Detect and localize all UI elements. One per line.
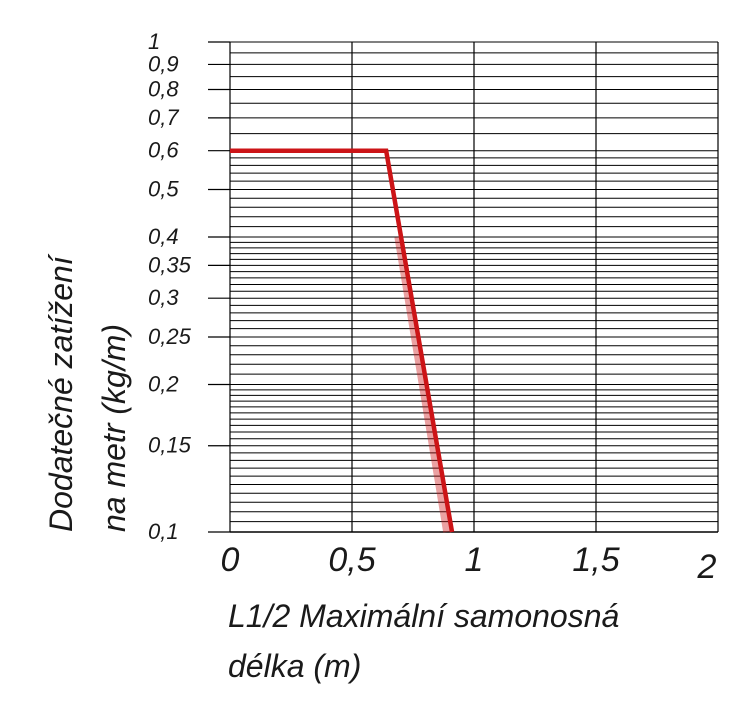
y-tick-label: 0,5 xyxy=(148,177,179,202)
series-line xyxy=(230,148,455,533)
y-tick-label: 0,7 xyxy=(148,105,179,130)
x-tick-labels: 0 0,5 1 1,5 2 xyxy=(221,541,717,586)
y-tick-marks xyxy=(208,41,230,533)
y-tick-label: 0,1 xyxy=(148,519,179,544)
y-tick-label: 0,15 xyxy=(148,433,192,458)
x-tick-label: 2 xyxy=(697,548,717,586)
y-tick-label: 0,9 xyxy=(148,51,179,76)
x-tick-label: 1 xyxy=(465,541,484,579)
y-tick-label: 0,2 xyxy=(148,371,179,396)
y-tick-label: 0,35 xyxy=(148,252,192,277)
y-tick-label: 0,25 xyxy=(148,324,192,349)
grid-lines xyxy=(229,41,719,533)
y-axis-title-line-2: na metr (kg/m) xyxy=(96,324,132,532)
x-tick-label: 1,5 xyxy=(572,541,619,579)
data-series xyxy=(230,148,455,533)
series-shadow xyxy=(394,236,452,533)
x-tick-label: 0,5 xyxy=(328,541,375,579)
y-tick-label: 0,3 xyxy=(148,285,179,310)
y-tick-label: 0,4 xyxy=(148,224,179,249)
x-tick-label: 0 xyxy=(221,541,240,579)
x-axis-title-line-2: délka (m) xyxy=(228,648,361,684)
y-tick-labels: 10,90,8 0,7 0,6 0,5 0,4 0,35 0,3 0,25 0,2 0,15 0,1 xyxy=(148,29,192,544)
y-tick-label: 0,8 xyxy=(148,76,179,101)
x-axis-title-line-1: L1/2 Maximální samonosná xyxy=(228,598,619,634)
y-axis-title-line-1: Dodatečné zatížení xyxy=(43,253,79,532)
y-tick-label: 0,6 xyxy=(148,138,179,163)
y-tick-label: 1 xyxy=(148,29,160,54)
